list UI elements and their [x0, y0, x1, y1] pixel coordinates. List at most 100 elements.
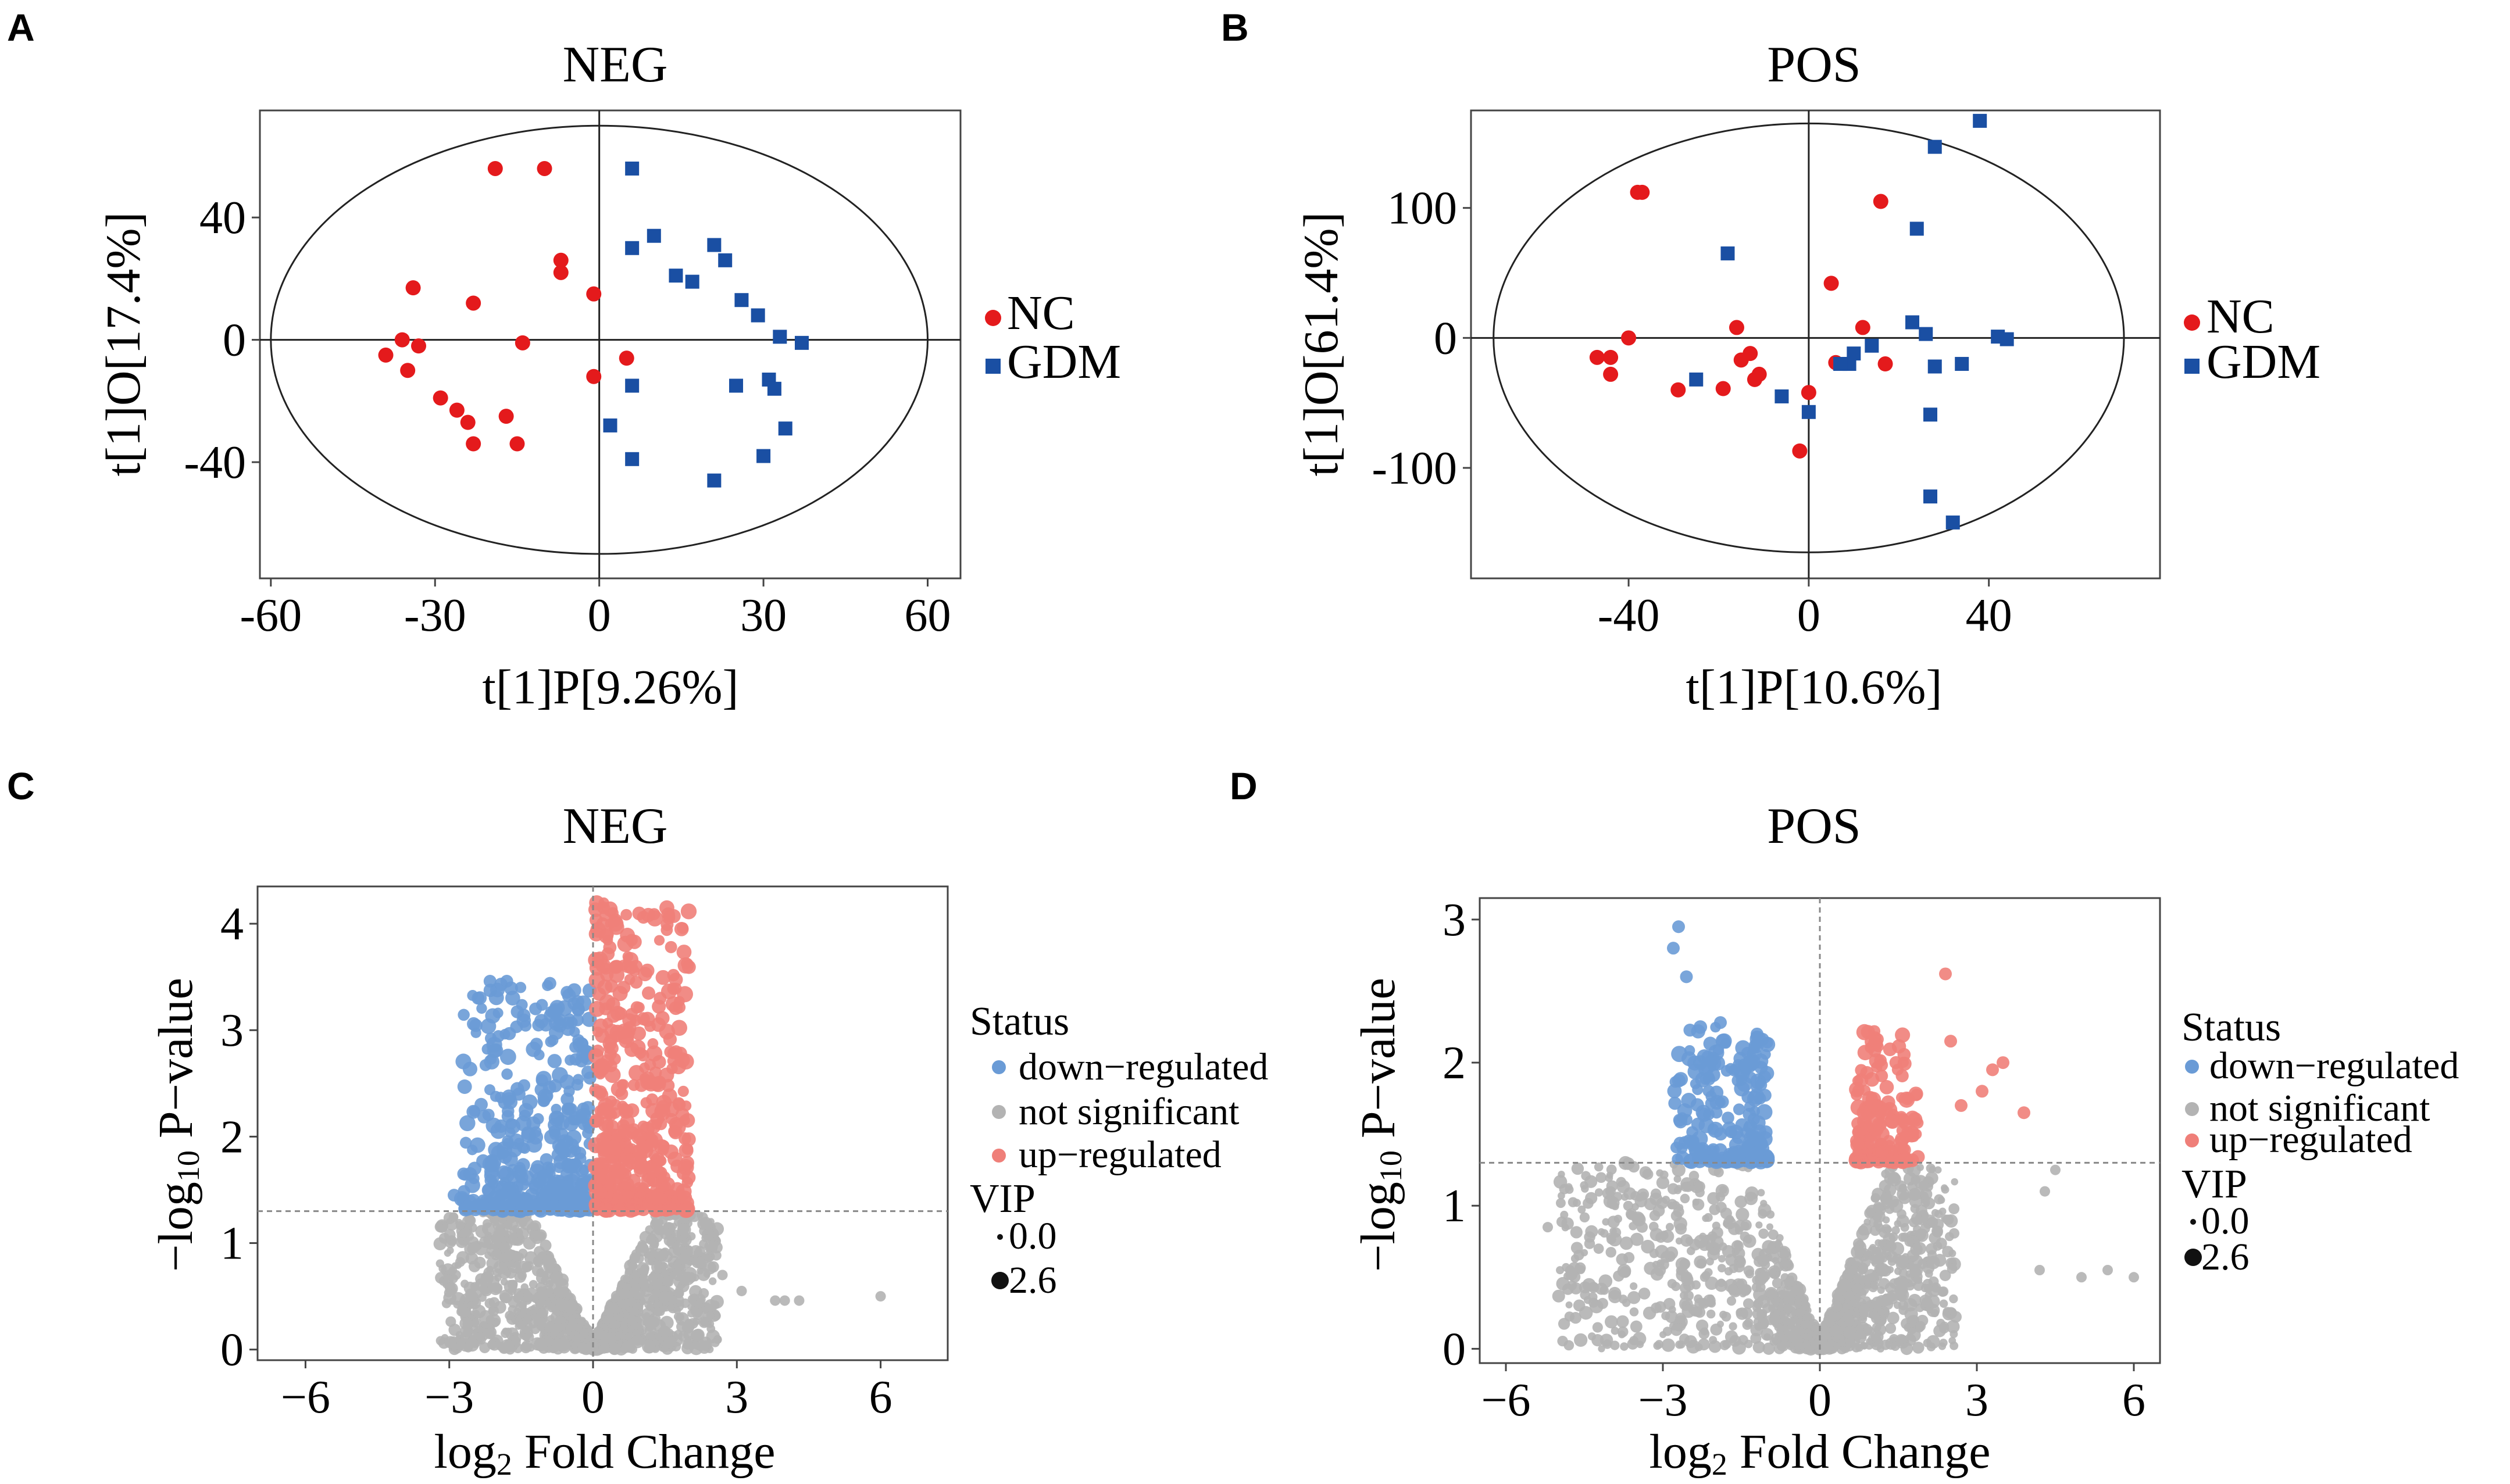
point-down-regulated: [469, 1106, 480, 1117]
x-tick-label: 6: [869, 1372, 892, 1423]
point-not-significant: [1630, 1232, 1644, 1246]
point-not-significant: [1950, 1311, 1962, 1323]
point-not-significant: [1577, 1205, 1586, 1214]
point-nc: [1823, 276, 1839, 291]
point-gdm: [1923, 407, 1937, 422]
y-tick-label: 0: [1434, 313, 1457, 364]
point-not-significant: [875, 1291, 886, 1302]
point-not-significant: [1908, 1293, 1922, 1307]
point-not-significant: [1673, 1175, 1681, 1183]
point-up-regulated: [671, 1020, 687, 1036]
point-not-significant: [490, 1240, 500, 1250]
point-not-significant: [1609, 1227, 1617, 1235]
point-down-regulated: [1711, 1106, 1723, 1119]
point-not-significant: [537, 1308, 547, 1318]
point-not-significant: [441, 1299, 452, 1308]
y-axis-label: t[1]O[17.4%]: [97, 212, 151, 477]
plot-area: [1471, 110, 2160, 578]
point-not-significant: [1702, 1214, 1709, 1222]
point-not-significant: [628, 1344, 638, 1354]
point-not-significant: [1851, 1342, 1862, 1353]
point-not-significant: [642, 1316, 655, 1328]
point-nc: [1589, 349, 1605, 365]
point-not-significant: [1936, 1318, 1945, 1328]
point-up-regulated: [596, 1158, 612, 1175]
point-not-significant: [1772, 1241, 1784, 1253]
point-not-significant: [1618, 1330, 1626, 1339]
legend-label-ns: not significant: [1019, 1090, 1239, 1133]
point-not-significant: [1837, 1319, 1845, 1328]
point-not-significant: [1880, 1339, 1891, 1350]
point-down-regulated: [457, 1167, 470, 1181]
y-tick-label: 3: [220, 1005, 244, 1056]
point-not-significant: [1663, 1297, 1676, 1310]
point-nc: [466, 295, 481, 311]
point-down-regulated: [1751, 1038, 1762, 1050]
point-gdm: [1919, 327, 1933, 341]
point-gdm: [718, 253, 733, 267]
point-not-significant: [1665, 1310, 1678, 1324]
y-axis-label: −log10 P−value: [149, 978, 206, 1272]
point-not-significant: [1638, 1288, 1651, 1300]
point-not-significant: [1837, 1339, 1846, 1347]
point-down-regulated: [547, 1054, 562, 1068]
point-down-regulated: [549, 1128, 561, 1140]
point-down-regulated: [1693, 1020, 1708, 1034]
point-not-significant: [1887, 1311, 1900, 1325]
point-down-regulated: [567, 997, 581, 1010]
point-down-regulated: [1720, 1038, 1731, 1049]
x-tick-label: -30: [404, 590, 466, 641]
point-not-significant: [1692, 1198, 1705, 1211]
point-up-regulated: [1955, 1099, 1968, 1112]
point-up-regulated: [1851, 1117, 1865, 1131]
point-not-significant: [1873, 1253, 1885, 1264]
point-not-significant: [548, 1279, 562, 1293]
point-not-significant: [1632, 1332, 1647, 1346]
point-up-regulated: [654, 935, 665, 946]
size-legend-title: VIP: [2181, 1162, 2247, 1207]
point-down-regulated: [547, 1177, 562, 1192]
point-not-significant: [1934, 1210, 1943, 1218]
point-up-regulated: [1879, 1080, 1894, 1095]
point-down-regulated: [1733, 1103, 1745, 1115]
size-legend-label-large: 2.6: [2201, 1236, 2250, 1278]
point-not-significant: [1736, 1207, 1749, 1221]
point-down-regulated: [563, 1085, 575, 1097]
point-not-significant: [673, 1289, 682, 1298]
point-not-significant: [1904, 1236, 1915, 1247]
point-down-regulated: [1667, 1084, 1682, 1099]
legend-label-down: down−regulated: [1019, 1046, 1268, 1088]
point-not-significant: [1661, 1338, 1675, 1352]
size-legend-label-large: 2.6: [1009, 1259, 1057, 1301]
point-nc: [433, 390, 448, 406]
point-not-significant: [1757, 1189, 1765, 1197]
chart-title: POS: [1767, 37, 1861, 93]
point-not-significant: [1718, 1264, 1726, 1272]
point-not-significant: [1649, 1249, 1659, 1258]
point-down-regulated: [558, 1181, 575, 1197]
point-down-regulated: [1728, 1125, 1744, 1140]
point-not-significant: [517, 1260, 530, 1274]
point-down-regulated: [535, 1071, 552, 1087]
point-not-significant: [1912, 1342, 1925, 1354]
point-not-significant: [1694, 1306, 1706, 1318]
legend-marker-ns: [992, 1105, 1006, 1119]
point-down-regulated: [551, 1103, 562, 1114]
point-up-regulated: [1862, 1090, 1878, 1107]
point-not-significant: [534, 1337, 548, 1351]
point-down-regulated: [502, 1027, 516, 1040]
point-not-significant: [1630, 1320, 1643, 1333]
point-not-significant: [1921, 1212, 1929, 1220]
point-not-significant: [475, 1332, 485, 1342]
point-down-regulated: [494, 1119, 508, 1133]
point-not-significant: [1675, 1313, 1686, 1324]
point-not-significant: [1739, 1284, 1751, 1296]
point-up-regulated: [620, 1140, 634, 1154]
point-not-significant: [2040, 1186, 2050, 1197]
point-not-significant: [1604, 1315, 1618, 1329]
point-up-regulated: [1850, 1138, 1865, 1152]
point-down-regulated: [1730, 1149, 1746, 1165]
point-up-regulated: [1855, 1064, 1868, 1077]
point-not-significant: [1852, 1283, 1863, 1294]
point-up-regulated: [634, 1163, 646, 1175]
